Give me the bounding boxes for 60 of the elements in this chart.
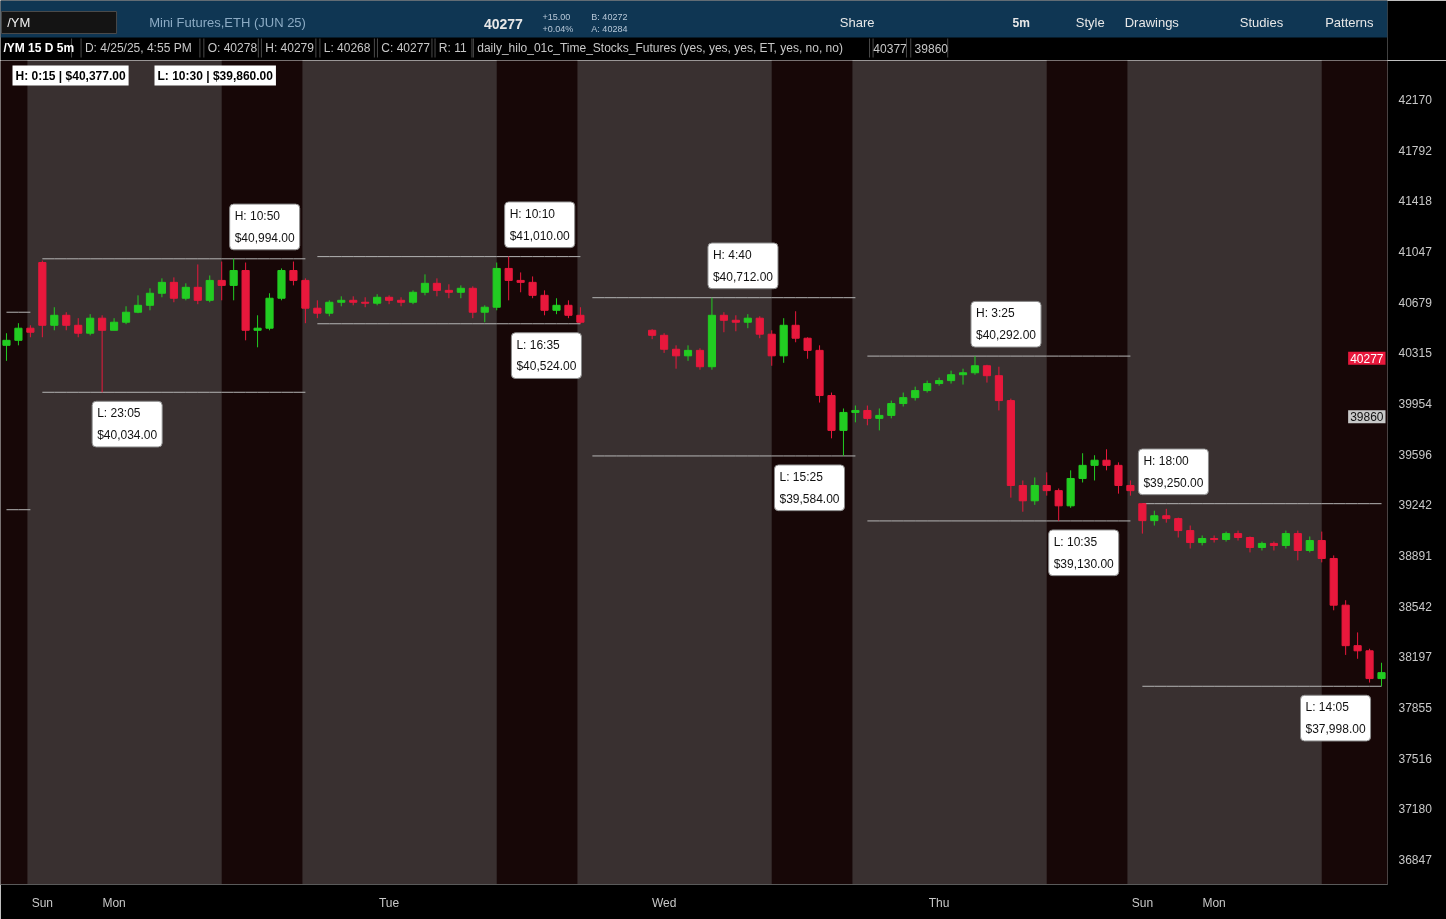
text: Patterns bbox=[1325, 15, 1375, 30]
text: L: 40268 bbox=[323, 41, 371, 55]
annotation: H: 4:40 $40,712.00 bbox=[712, 247, 774, 284]
text: O: 40278 bbox=[207, 41, 258, 55]
annotation: H: 3:25 $40,292.00 bbox=[975, 306, 1037, 343]
text: D: 4/25/25, 4:55 PM bbox=[84, 41, 192, 55]
chart-subtitle: Mini Futures,ETH (JUN 25) bbox=[149, 15, 306, 30]
text: C: 40277 bbox=[381, 41, 431, 55]
text: H: 40279 bbox=[265, 41, 315, 55]
x-tick-label: Tue bbox=[378, 895, 400, 910]
x-tick-label: Sun bbox=[1131, 895, 1154, 910]
text: 40377 bbox=[873, 41, 908, 56]
y-tick-label: 41792 bbox=[1398, 143, 1433, 158]
y-tick-label: 40679 bbox=[1398, 295, 1433, 310]
text: Style bbox=[1075, 15, 1105, 30]
chart-title: /YM bbox=[7, 15, 31, 30]
y-tick-label: 37180 bbox=[1398, 802, 1433, 817]
x-tick-label: Sun bbox=[31, 895, 54, 910]
text: 5m bbox=[1012, 15, 1030, 30]
annotation: L: 10:30 | $39,860.00 bbox=[157, 68, 274, 83]
text: Drawings bbox=[1124, 15, 1180, 30]
y-tick-label: 41418 bbox=[1398, 194, 1433, 209]
x-tick-label: Thu bbox=[928, 895, 950, 910]
y-tick-label: 37855 bbox=[1398, 701, 1433, 716]
y-tick-label: 37516 bbox=[1398, 751, 1433, 766]
y-tick-label: 38197 bbox=[1398, 650, 1433, 665]
x-tick-label: Mon bbox=[102, 895, 126, 910]
x-tick-label: Wed bbox=[651, 895, 677, 910]
y-tick-label: 40315 bbox=[1398, 346, 1433, 361]
annotation: H: 18:00 $39,250.00 bbox=[1143, 453, 1204, 490]
text: 39860 bbox=[914, 41, 949, 56]
text: daily_hilo_01c_Time_Stocks_Futures (yes, yes, yes, ET, yes, no, no) bbox=[477, 41, 843, 55]
text: +15.00 bbox=[542, 11, 571, 22]
text: 40277 bbox=[483, 15, 524, 32]
annotation: L: 14:05 $37,998.00 bbox=[1305, 700, 1366, 736]
y-tick-label: 39242 bbox=[1398, 498, 1433, 513]
annotation: H: 10:10 $41,010.00 bbox=[509, 206, 571, 243]
annotation: H: 10:50 $40,994.00 bbox=[234, 209, 296, 245]
y-tick-label: 39596 bbox=[1398, 447, 1433, 462]
text: /YM 15 D 5m bbox=[3, 41, 75, 55]
text: R: 11 bbox=[438, 41, 467, 55]
text: Share bbox=[839, 15, 875, 30]
text: +0.04% bbox=[542, 23, 574, 34]
y-tick-label: 36847 bbox=[1398, 853, 1433, 868]
y-tick-label: 38891 bbox=[1398, 548, 1433, 563]
annotation: 40277 bbox=[1350, 351, 1384, 366]
annotation: H: 0:15 | $40,377.00 bbox=[15, 68, 126, 83]
annotation: L: 15:25 $39,584.00 bbox=[779, 469, 840, 506]
y-tick-label: 41047 bbox=[1398, 245, 1433, 260]
x-tick-label: Mon bbox=[1202, 895, 1226, 910]
y-tick-label: 38542 bbox=[1398, 599, 1433, 614]
y-tick-label: 39954 bbox=[1398, 397, 1433, 412]
text: B: 40272 bbox=[591, 11, 628, 22]
text: A: 40284 bbox=[591, 23, 628, 34]
text: Studies bbox=[1239, 15, 1284, 30]
annotation: L: 10:35 $39,130.00 bbox=[1053, 534, 1115, 571]
y-tick-label: 42170 bbox=[1398, 93, 1433, 107]
annotation: L: 16:35 $40,524.00 bbox=[516, 337, 577, 374]
annotation: L: 23:05 $40,034.00 bbox=[97, 406, 158, 442]
annotation: 39860 bbox=[1350, 410, 1384, 425]
